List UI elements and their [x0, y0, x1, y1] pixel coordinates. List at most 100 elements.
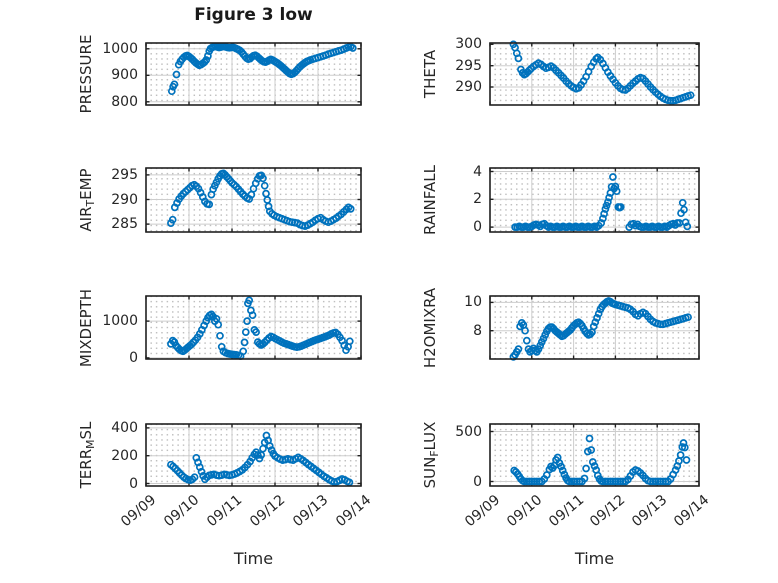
- data-point: [605, 193, 613, 202]
- subplot-pressure: [145, 42, 362, 106]
- data-point: [682, 456, 691, 464]
- data-point: [587, 446, 596, 454]
- subplot-h2omixra: [489, 295, 700, 361]
- data-point: [262, 189, 270, 198]
- data-point: [585, 434, 594, 443]
- data-point: [604, 198, 612, 206]
- ytick-label-rainfall: 2: [473, 191, 482, 208]
- x-axis-label-right: Time: [574, 549, 615, 568]
- data-point: [190, 473, 199, 482]
- data-point: [609, 477, 617, 486]
- ytick-label-theta: 295: [455, 57, 482, 74]
- data-point: [612, 187, 621, 196]
- ytick-label-theta: 300: [455, 36, 482, 53]
- x-axis-label-left: Time: [233, 549, 274, 568]
- subscript: T: [84, 199, 98, 207]
- data-point: [597, 219, 606, 227]
- data-point: [204, 52, 212, 60]
- scatter-series-air-temp: [167, 169, 355, 230]
- data-point: [611, 477, 620, 486]
- data-point: [659, 477, 667, 486]
- y-axis-label-h2omixra: H2OMIXRA: [421, 287, 439, 368]
- data-point: [582, 464, 590, 473]
- data-point: [530, 477, 539, 486]
- data-point: [241, 328, 250, 336]
- ytick-label-pressure: 1000: [102, 40, 138, 57]
- axes-box: [145, 295, 362, 360]
- data-point: [646, 477, 655, 486]
- data-point: [683, 222, 692, 231]
- ytick-label-rainfall: 0: [473, 219, 482, 236]
- data-point: [348, 44, 357, 52]
- minor-grid-rainfall: [490, 168, 699, 232]
- ytick-label-pressure: 900: [111, 67, 138, 84]
- data-point: [593, 314, 601, 322]
- data-point: [604, 477, 612, 486]
- data-point: [558, 466, 567, 475]
- data-point: [346, 205, 355, 213]
- data-point: [588, 458, 597, 466]
- data-point: [172, 70, 181, 79]
- xtick-label-terr-msl: 09/14: [333, 492, 375, 531]
- xtick-label-terr-msl: 09/09: [118, 492, 160, 531]
- data-point: [678, 198, 687, 207]
- data-point: [521, 326, 529, 335]
- data-point: [243, 317, 251, 325]
- ytick-label-air-temp: 285: [111, 216, 138, 233]
- data-point: [599, 477, 607, 486]
- data-point: [594, 309, 603, 318]
- ytick-label-terr-msl: 0: [129, 475, 138, 492]
- data-point: [248, 311, 257, 320]
- axes-box: [145, 42, 362, 106]
- data-point: [601, 477, 610, 486]
- data-point: [680, 205, 688, 214]
- y-axis-label-theta: THETA: [421, 49, 439, 99]
- data-point: [684, 313, 692, 322]
- data-point: [167, 87, 176, 96]
- data-point: [514, 345, 523, 353]
- subscript: F: [428, 450, 442, 457]
- y-axis-label-rainfall: RAINFALL: [421, 165, 439, 235]
- data-point: [514, 54, 523, 63]
- figure-title: Figure 3 low: [194, 5, 313, 25]
- xtick-label-terr-msl: 09/10: [161, 492, 203, 531]
- axes-box: [489, 42, 700, 106]
- data-point: [202, 56, 211, 64]
- ytick-label-theta: 290: [455, 79, 482, 95]
- ytick-label-sun-flux: 500: [455, 423, 482, 440]
- data-point: [686, 91, 695, 100]
- data-point: [522, 336, 531, 345]
- data-point: [616, 477, 625, 486]
- data-point: [591, 318, 600, 327]
- subplot-terr-msl: [145, 423, 362, 487]
- data-point: [568, 477, 576, 486]
- scatter-series-rainfall: [511, 173, 692, 231]
- xtick-label-sun-flux: 09/09: [462, 492, 504, 531]
- axes-box: [145, 423, 362, 487]
- xtick-label-sun-flux: 09/13: [629, 492, 671, 531]
- data-point: [614, 477, 622, 486]
- data-point: [264, 202, 273, 211]
- data-point: [168, 336, 177, 345]
- axes-box: [489, 167, 700, 233]
- data-point: [197, 467, 206, 476]
- data-point: [565, 477, 574, 486]
- data-point: [611, 182, 620, 191]
- data-point: [649, 477, 657, 486]
- data-point: [170, 80, 179, 89]
- data-point: [656, 477, 665, 486]
- data-point: [532, 477, 541, 486]
- data-point: [676, 451, 685, 459]
- ytick-label-pressure: 800: [111, 93, 138, 110]
- scatter-series-theta: [509, 40, 695, 105]
- data-point: [589, 322, 598, 331]
- y-axis-label-terr-msl: TERRMSL: [77, 421, 98, 489]
- data-point: [616, 203, 625, 211]
- data-point: [557, 462, 565, 471]
- axes-box: [145, 167, 362, 233]
- scatter-series-pressure: [167, 42, 357, 96]
- data-point: [527, 477, 536, 486]
- ytick-label-terr-msl: 200: [111, 447, 138, 464]
- xtick-label-terr-msl: 09/11: [204, 492, 246, 531]
